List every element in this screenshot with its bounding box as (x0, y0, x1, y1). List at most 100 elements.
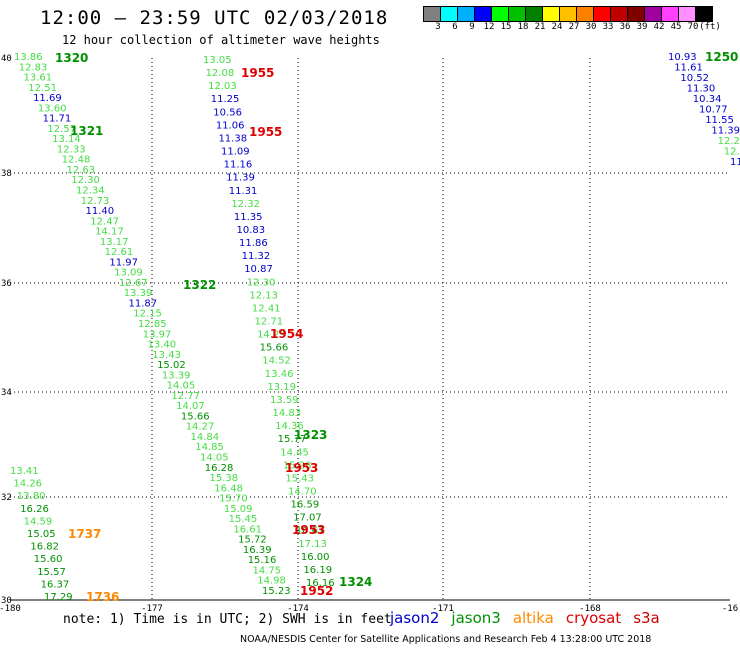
wave-height-value: 13.59 (270, 395, 299, 406)
wave-height-value: 10.34 (693, 94, 722, 105)
wave-height-value: 12.32 (231, 199, 260, 210)
wave-height-value: 14.05 (200, 453, 229, 464)
wave-height-value: 10.77 (699, 105, 728, 116)
wave-height-value: 12.63 (66, 165, 95, 176)
wave-height-value: 13.60 (38, 103, 67, 114)
wave-height-value: 11.97 (109, 257, 138, 268)
wave-height-value: 15.60 (34, 554, 63, 565)
wave-height-value: 12.51 (28, 83, 57, 94)
wave-height-value: 14.36 (275, 421, 304, 432)
time-marker: 1952 (300, 584, 333, 598)
altimeter-tracks: 13.8612.8313.6112.5111.6913.6011.7112.57… (10, 52, 740, 603)
time-marker: 1736 (86, 590, 119, 604)
color-scale (423, 6, 713, 22)
wave-height-value: 14.17 (95, 227, 124, 238)
wave-height-value: 10.93 (668, 52, 697, 63)
wave-height-value: 13.17 (100, 237, 129, 248)
wave-height-value: 13.14 (52, 134, 81, 145)
wave-height-value: 17.13 (298, 539, 327, 550)
wave-height-value: 12.83 (19, 62, 48, 73)
wave-height-value: 14.98 (257, 576, 286, 587)
wave-height-value: 11.87 (128, 298, 157, 309)
wave-height-value: 12.08 (206, 68, 235, 79)
wave-height-value: 17.07 (293, 513, 322, 524)
wave-height-value: 11.32 (242, 251, 271, 262)
wave-height-value: 10.56 (213, 107, 242, 118)
time-marker: 1322 (183, 278, 216, 292)
wave-height-value: 13.09 (114, 268, 143, 279)
wave-height-value: 11.71 (43, 114, 72, 125)
wave-height-value: 15.66 (181, 411, 210, 422)
wave-height-value: 12.13 (249, 290, 278, 301)
wave-height-value: 11.38 (218, 133, 247, 144)
wave-height-value: 11.55 (705, 115, 734, 126)
wave-height-value: 12.33 (57, 144, 86, 155)
scale-label: 27 (568, 22, 580, 32)
wave-height-value: 15.77 (278, 434, 307, 445)
wave-height-value: 12.73 (81, 196, 110, 207)
time-marker: 1954 (270, 327, 303, 341)
wave-height-value: 16.16 (306, 578, 335, 589)
wave-height-value: 15.72 (238, 535, 267, 546)
map-title: 12:00 – 23:59 UTC 02/03/2018 (40, 7, 389, 29)
wave-height-value: 15.02 (157, 360, 186, 371)
wave-height-value: 13.41 (10, 466, 39, 477)
wave-height-value: 14.84 (190, 432, 219, 443)
time-marker: 1955 (249, 125, 282, 139)
wave-height-value: 12.71 (255, 317, 284, 328)
scale-label: 39 (636, 22, 648, 32)
scale-label: 30 (585, 22, 597, 32)
wave-height-value: 15.38 (210, 473, 239, 484)
wave-height-value: 16.48 (214, 483, 243, 494)
wave-height-value: 15.70 (219, 494, 248, 505)
scale-label: 18 (517, 22, 529, 32)
wave-height-value: 14.70 (288, 486, 317, 497)
scale-label: 45 (670, 22, 682, 32)
wave-height-value: 12.2 (718, 136, 740, 147)
legend-cryosat: cryosat (565, 609, 622, 627)
wave-height-value: 13.19 (267, 382, 296, 393)
wave-height-value: 16.00 (301, 552, 330, 563)
wave-height-value: 13.97 (143, 329, 172, 340)
wave-height-value: 16.26 (20, 504, 49, 515)
scale-label: 12 (483, 22, 495, 32)
time-marker: 1321 (70, 124, 103, 138)
wave-height-value: 14.27 (186, 422, 215, 433)
wave-height-value: 13.86 (14, 52, 43, 63)
latitude-tick-label: 38 (1, 169, 12, 179)
latitude-tick-label: 32 (1, 493, 12, 503)
time-marker: 1737 (68, 527, 101, 541)
scale-label: 42 (653, 22, 665, 32)
scale-label: 24 (551, 22, 563, 32)
axis-labels: -180 -177 -174 -171 -168 -16 40 38 36 34 32 30 (0, 54, 738, 614)
wave-height-value: 13.46 (265, 369, 294, 380)
credit-footer: NOAA/NESDIS Center for Satellite Applica… (240, 634, 652, 645)
wave-height-value: 12.85 (138, 319, 167, 330)
wave-height-value: 16.28 (205, 463, 234, 474)
wave-height-value: 16.61 (233, 524, 262, 535)
wave-height-value: 15.57 (37, 567, 66, 578)
wave-height-value: 12.57 (47, 124, 76, 135)
wave-height-value: 11.86 (239, 238, 268, 249)
longitude-tick-label: -180 (0, 604, 21, 614)
wave-height-value: 11.25 (211, 94, 240, 105)
wave-height-value: 13.61 (24, 73, 53, 84)
wave-height-value: 15.23 (262, 586, 291, 597)
time-markers: 1320 1321 1322 1323 1324 1955 1955 1954 1953 1953… (55, 50, 738, 604)
wave-height-value: 11.61 (674, 63, 703, 74)
wave-height-value: 12.47 (90, 216, 119, 227)
latitude-tick-label: 30 (1, 596, 12, 606)
time-marker: 1320 (55, 51, 88, 65)
wave-height-value: 12. (724, 147, 740, 158)
wave-height-value: 11.39 (711, 126, 740, 137)
wave-height-value: 12.30 (71, 175, 100, 186)
scale-label: 6 (452, 22, 458, 32)
legend-jason3: jason3 (451, 609, 501, 627)
wave-height-value: 14.85 (195, 442, 224, 453)
wave-height-value: 14.45 (280, 447, 309, 458)
wave-height-value: 11.30 (687, 84, 716, 95)
longitude-tick-label: -171 (432, 604, 454, 614)
satellite-legend: jason2 jason3 altika cryosat s3a (390, 609, 672, 627)
wave-height-value: 14.83 (273, 408, 302, 419)
wave-height-value: 14.07 (176, 401, 205, 412)
